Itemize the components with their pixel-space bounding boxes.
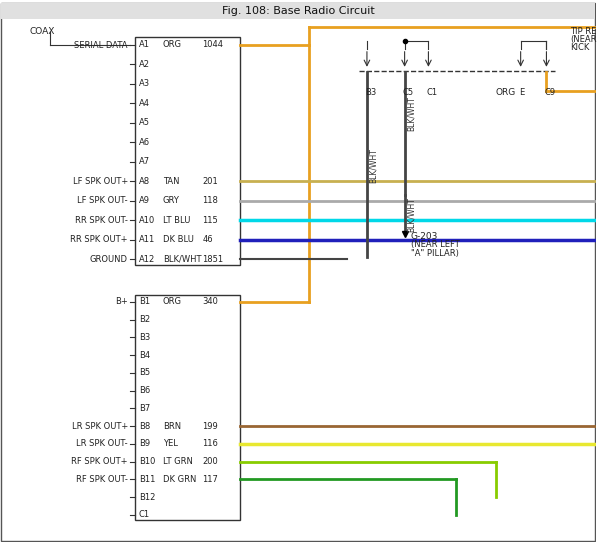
Text: B5: B5 (139, 368, 150, 378)
Text: LT GRN: LT GRN (163, 457, 192, 466)
Text: Fig. 108: Base Radio Circuit: Fig. 108: Base Radio Circuit (222, 6, 375, 16)
Text: 118: 118 (203, 196, 218, 205)
Text: BRN: BRN (163, 422, 181, 431)
Text: A6: A6 (139, 138, 150, 147)
Text: ORG: ORG (163, 40, 182, 50)
Text: "A" PILLAR): "A" PILLAR) (410, 249, 459, 258)
Text: COAX: COAX (30, 27, 55, 35)
Text: B12: B12 (139, 493, 155, 502)
Text: C5: C5 (403, 88, 413, 96)
Text: C9: C9 (545, 88, 555, 96)
Text: A8: A8 (139, 177, 150, 186)
Bar (1, 3, 595, 19)
Text: B6: B6 (139, 386, 150, 395)
Text: 201: 201 (203, 177, 218, 186)
Text: A9: A9 (139, 196, 150, 205)
Text: KICK: KICK (570, 43, 590, 52)
Text: A2: A2 (139, 60, 150, 69)
Text: 1851: 1851 (203, 255, 224, 264)
Text: BLK/WHT: BLK/WHT (369, 148, 378, 183)
Text: 117: 117 (203, 475, 218, 484)
Text: LT BLU: LT BLU (163, 215, 190, 225)
Text: B11: B11 (139, 475, 155, 484)
Text: A1: A1 (139, 40, 150, 50)
Text: BLK/WHT: BLK/WHT (163, 255, 201, 264)
Text: TAN: TAN (163, 177, 179, 186)
Text: RR SPK OUT+: RR SPK OUT+ (70, 235, 128, 244)
Text: B+: B+ (115, 297, 128, 306)
Text: ORG: ORG (496, 88, 516, 96)
Text: E: E (519, 88, 524, 96)
Text: BLK/WHT: BLK/WHT (407, 197, 416, 232)
Text: B2: B2 (139, 315, 150, 324)
Text: 115: 115 (203, 215, 218, 225)
Text: DK GRN: DK GRN (163, 475, 196, 484)
Text: 1044: 1044 (203, 40, 224, 50)
Text: A11: A11 (139, 235, 155, 244)
Text: A10: A10 (139, 215, 155, 225)
Bar (135, 37, 240, 265)
Text: SERIAL DATA: SERIAL DATA (75, 41, 128, 51)
Text: (NEAR: (NEAR (570, 35, 597, 44)
Text: RF SPK OUT+: RF SPK OUT+ (72, 457, 128, 466)
Text: 199: 199 (203, 422, 218, 431)
Text: 46: 46 (203, 235, 213, 244)
Text: A3: A3 (139, 79, 150, 88)
Text: G-203: G-203 (410, 232, 438, 242)
Text: RF SPK OUT-: RF SPK OUT- (76, 475, 128, 484)
Text: RR SPK OUT-: RR SPK OUT- (75, 215, 128, 225)
Text: GRY: GRY (163, 196, 180, 205)
Text: B8: B8 (139, 422, 150, 431)
Text: C1: C1 (427, 88, 438, 96)
Text: A5: A5 (139, 118, 150, 127)
Text: B10: B10 (139, 457, 155, 466)
Text: B1: B1 (139, 297, 150, 306)
Text: LR SPK OUT-: LR SPK OUT- (76, 440, 128, 448)
Text: ORG: ORG (163, 297, 182, 306)
Text: GROUND: GROUND (90, 255, 128, 264)
Text: B3: B3 (365, 88, 376, 96)
Text: LF SPK OUT+: LF SPK OUT+ (73, 177, 128, 186)
Text: 116: 116 (203, 440, 218, 448)
Text: A7: A7 (139, 157, 150, 166)
Text: TIP RE: TIP RE (570, 27, 597, 36)
Text: BLK/WHT: BLK/WHT (407, 96, 416, 131)
Text: YEL: YEL (163, 440, 177, 448)
Text: B4: B4 (139, 350, 150, 360)
Text: A12: A12 (139, 255, 155, 264)
Text: DK BLU: DK BLU (163, 235, 194, 244)
Text: 200: 200 (203, 457, 218, 466)
Text: B3: B3 (139, 333, 150, 342)
Text: LF SPK OUT-: LF SPK OUT- (78, 196, 128, 205)
Text: (NEAR LEFT: (NEAR LEFT (410, 240, 459, 249)
Text: A4: A4 (139, 99, 150, 108)
Text: C1: C1 (139, 510, 150, 520)
Text: 340: 340 (203, 297, 218, 306)
Text: B9: B9 (139, 440, 150, 448)
Text: LR SPK OUT+: LR SPK OUT+ (72, 422, 128, 431)
Text: B7: B7 (139, 404, 150, 413)
Bar (135, 295, 240, 520)
